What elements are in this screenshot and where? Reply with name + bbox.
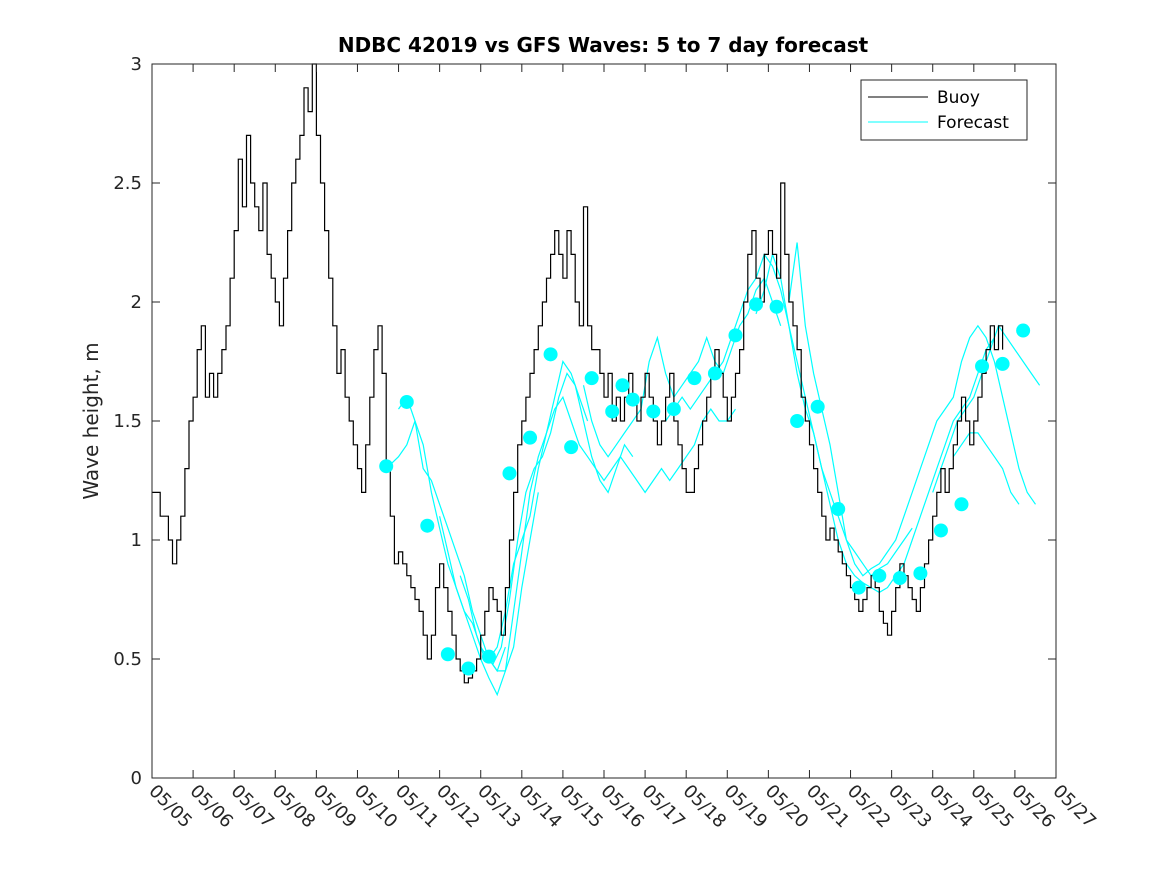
forecast-marker — [790, 414, 805, 428]
x-tick-label: 05/19 — [720, 781, 772, 833]
forecast-marker — [769, 299, 784, 314]
y-tick-label: 0.5 — [113, 649, 142, 670]
legend-box — [860, 79, 1028, 141]
y-tick-label: 3 — [131, 54, 142, 75]
x-tick-label: 05/18 — [679, 781, 731, 833]
forecast-marker — [615, 378, 630, 393]
x-tick-label: 05/11 — [391, 781, 443, 833]
x-tick-label: 05/13 — [473, 781, 525, 833]
forecast-line — [755, 252, 995, 594]
x-tick-label: 05/22 — [843, 781, 895, 833]
forecast-marker — [933, 523, 948, 538]
forecast-marker — [728, 328, 743, 343]
forecast-marker — [995, 356, 1010, 371]
forecast-marker — [749, 297, 764, 312]
x-tick-label: 05/27 — [1048, 781, 1100, 833]
forecast-marker — [810, 399, 825, 414]
y-tick-label: 1.5 — [113, 411, 142, 432]
legend: Buoy Forecast — [860, 79, 1028, 141]
forecast-marker — [440, 647, 455, 662]
x-tick-label: 05/08 — [268, 781, 320, 833]
forecast-line — [480, 395, 736, 661]
x-tick-label: 05/16 — [596, 781, 648, 833]
forecast-marker — [625, 392, 640, 407]
x-tick-label: 05/10 — [350, 781, 402, 833]
legend-label-buoy: Buoy — [937, 88, 980, 108]
x-tick-label: 05/14 — [514, 781, 566, 833]
forecast-marker — [646, 404, 661, 419]
x-tick-label: 05/15 — [555, 781, 607, 833]
forecast-marker — [913, 566, 928, 581]
x-tick-label: 05/25 — [966, 781, 1018, 833]
forecast-marker — [379, 459, 394, 474]
forecast-line — [952, 432, 1020, 505]
forecast-marker — [851, 580, 866, 595]
x-tick-label: 05/20 — [761, 781, 813, 833]
forecast-marker — [666, 402, 681, 417]
forecast-series-group — [385, 242, 1041, 697]
x-tick-label: 05/24 — [925, 781, 977, 833]
forecast-line — [385, 420, 506, 673]
forecast-marker — [584, 371, 599, 386]
forecast-marker — [892, 571, 907, 586]
forecast-marker — [1016, 323, 1031, 338]
y-tick-label: 1 — [131, 530, 142, 551]
forecast-marker — [605, 404, 620, 419]
plot-area — [152, 64, 1056, 778]
forecast-marker — [543, 347, 558, 362]
x-tick-label: 05/07 — [227, 781, 279, 833]
forecast-marker — [872, 568, 887, 583]
forecast-marker — [707, 366, 722, 381]
y-tick-label: 0 — [131, 768, 142, 789]
x-tick-label: 05/09 — [309, 781, 361, 833]
x-tick-label: 05/17 — [638, 781, 690, 833]
forecast-line — [788, 242, 1036, 577]
forecast-marker — [975, 359, 990, 374]
y-tick-label: 2 — [131, 292, 142, 313]
forecast-line — [439, 360, 589, 697]
x-tick-label: 05/05 — [144, 781, 196, 833]
forecast-marker — [502, 466, 517, 481]
forecast-marker — [481, 649, 496, 664]
forecast-marker — [523, 430, 538, 445]
x-tick-label: 05/21 — [802, 781, 854, 833]
y-axis-label: Wave height, m — [79, 342, 103, 499]
forecast-marker — [461, 661, 476, 676]
forecast-line — [582, 276, 782, 458]
y-tick-label: 2.5 — [113, 173, 142, 194]
x-tick-label: 05/23 — [884, 781, 936, 833]
forecast-marker — [399, 394, 414, 409]
buoy-series-group — [152, 63, 1004, 684]
forecast-marker — [420, 518, 435, 533]
forecast-marker — [831, 502, 846, 517]
forecast-marker — [954, 497, 969, 512]
x-tick-label: 05/26 — [1007, 781, 1059, 833]
x-tick-label: 05/12 — [432, 781, 484, 833]
legend-label-forecast: Forecast — [937, 113, 1009, 133]
forecast-marker-group — [379, 297, 1031, 676]
forecast-marker — [687, 371, 702, 386]
buoy-line — [152, 63, 1004, 684]
forecast-marker — [564, 440, 579, 455]
forecast-line — [398, 395, 539, 672]
chart-title: NDBC 42019 vs GFS Waves: 5 to 7 day fore… — [338, 33, 869, 57]
x-tick-label: 05/06 — [186, 781, 238, 833]
y-axis-ticks: 0 0.5 1 1.5 2 2.5 3 — [113, 54, 1056, 789]
